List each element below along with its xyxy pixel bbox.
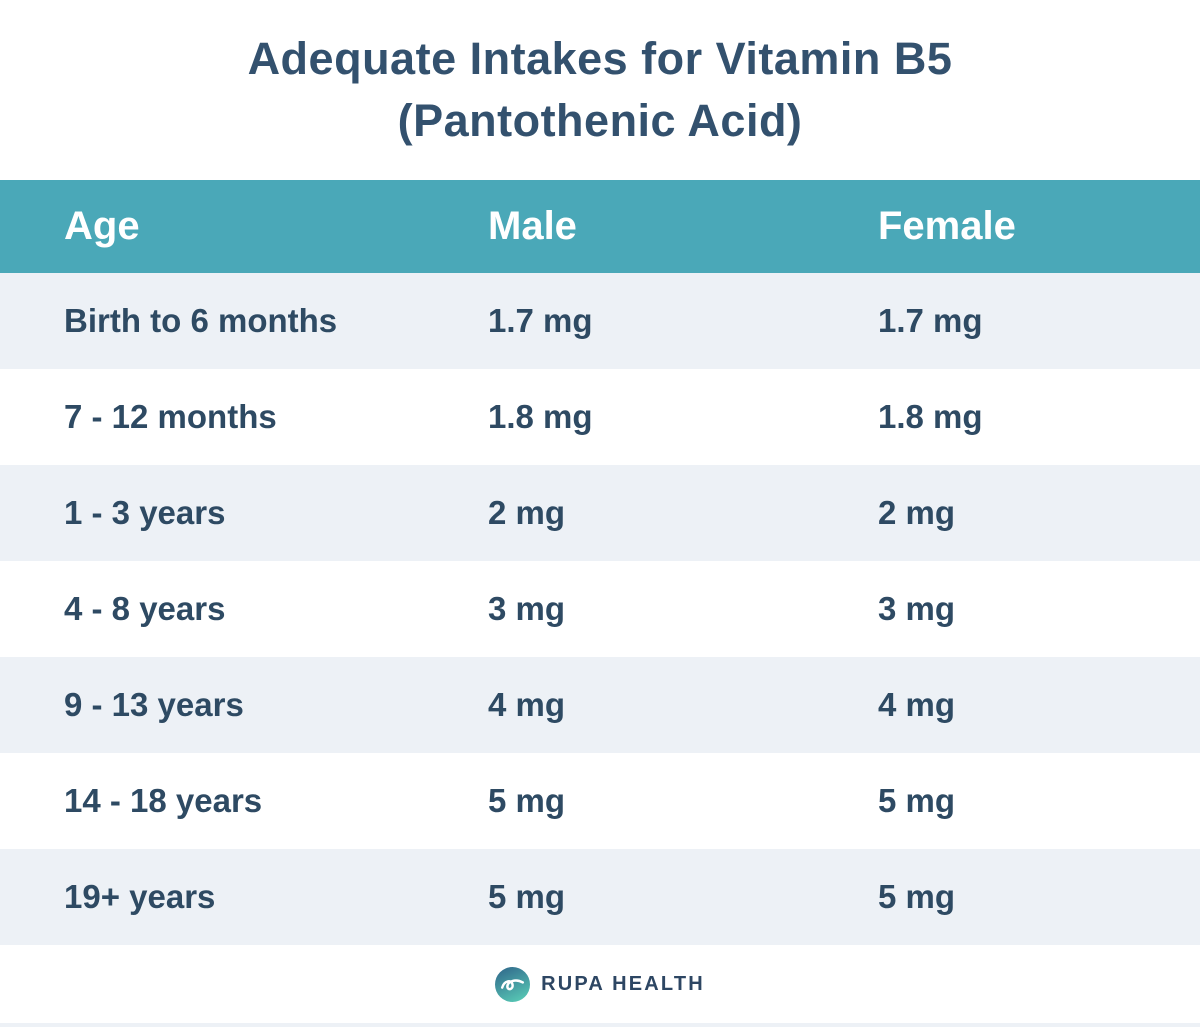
page-title-line1: Adequate Intakes for Vitamin B5 xyxy=(247,33,953,84)
column-header-male: Male xyxy=(488,204,577,248)
page-title-line2: (Pantothenic Acid) xyxy=(397,95,803,146)
male-cell: 5 mg xyxy=(488,782,566,819)
age-cell: 4 - 8 years xyxy=(64,590,226,627)
male-cell: 1.7 mg xyxy=(488,302,593,339)
table-row: 14 - 18 years 5 mg 5 mg xyxy=(0,753,1200,849)
table-row: Birth to 6 months 1.7 mg 1.7 mg xyxy=(0,273,1200,369)
male-cell: 4 mg xyxy=(488,686,566,723)
female-cell: 5 mg xyxy=(878,782,956,819)
female-cell: 3 mg xyxy=(878,590,956,627)
column-header-age: Age xyxy=(64,204,140,248)
male-cell: 5 mg xyxy=(488,878,566,915)
footer: RUPA HEALTH xyxy=(0,945,1200,1023)
age-cell: 9 - 13 years xyxy=(64,686,244,723)
column-header-female: Female xyxy=(878,204,1016,248)
intake-table: Age Male Female Birth to 6 months 1.7 mg 1… xyxy=(0,180,1200,945)
age-cell: 1 - 3 years xyxy=(64,494,226,531)
table-body: Birth to 6 months 1.7 mg 1.7 mg 7 - 12 mont… xyxy=(0,273,1200,945)
male-cell: 1.8 mg xyxy=(488,398,593,435)
table-row: 9 - 13 years 4 mg 4 mg xyxy=(0,657,1200,753)
male-cell: 2 mg xyxy=(488,494,566,531)
table-header-row: Age Male Female xyxy=(0,180,1200,273)
table-row: 7 - 12 months 1.8 mg 1.8 mg xyxy=(0,369,1200,465)
age-cell: 14 - 18 years xyxy=(64,782,263,819)
male-cell: 3 mg xyxy=(488,590,566,627)
table-row: 4 - 8 years 3 mg 3 mg xyxy=(0,561,1200,657)
bottom-strip xyxy=(0,1023,1200,1027)
table-row: 19+ years 5 mg 5 mg xyxy=(0,849,1200,945)
age-cell: 19+ years xyxy=(64,878,216,915)
female-cell: 5 mg xyxy=(878,878,956,915)
page-title: Adequate Intakes for Vitamin B5 (Pantoth… xyxy=(0,0,1200,180)
age-cell: 7 - 12 months xyxy=(64,398,277,435)
rupa-health-logo-text: RUPA HEALTH xyxy=(541,972,705,995)
age-cell: Birth to 6 months xyxy=(64,302,338,339)
female-cell: 2 mg xyxy=(878,494,956,531)
female-cell: 1.7 mg xyxy=(878,302,983,339)
female-cell: 4 mg xyxy=(878,686,956,723)
rupa-health-logo-icon xyxy=(495,966,531,1002)
female-cell: 1.8 mg xyxy=(878,398,983,435)
table-row: 1 - 3 years 2 mg 2 mg xyxy=(0,465,1200,561)
